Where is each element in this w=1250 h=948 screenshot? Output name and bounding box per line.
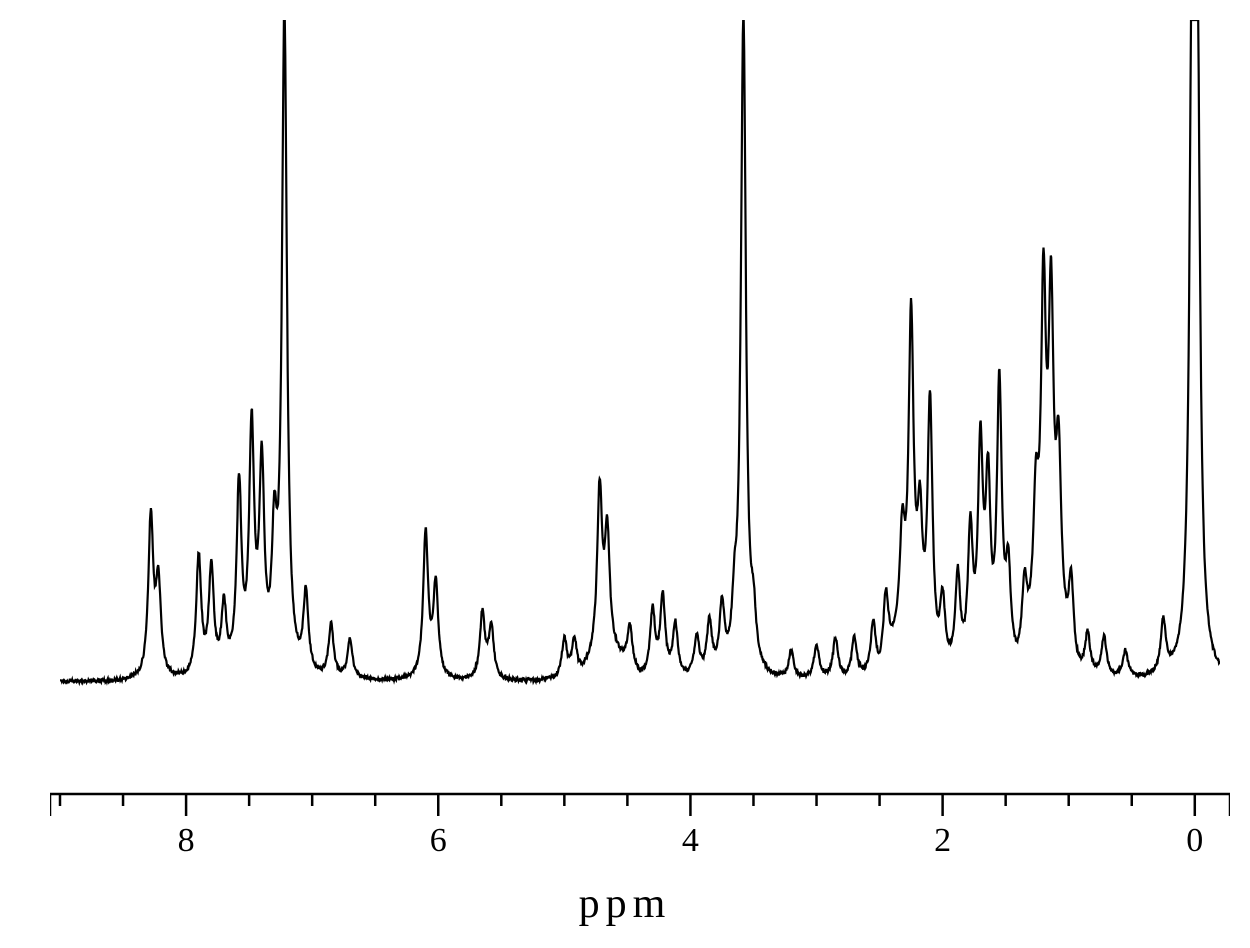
x-tick-label: 6 xyxy=(430,822,447,860)
x-axis: 86420 xyxy=(50,790,1230,850)
spectrum-trace xyxy=(60,20,1220,682)
x-axis-label: ppm xyxy=(579,880,672,928)
spectrum-container: 86420 ppm xyxy=(0,0,1250,948)
x-tick-label: 0 xyxy=(1186,822,1203,860)
x-tick-label: 4 xyxy=(682,822,699,860)
x-tick-label: 2 xyxy=(934,822,951,860)
spectrum-svg xyxy=(60,20,1220,740)
plot-area xyxy=(60,20,1220,740)
x-axis-svg xyxy=(50,790,1230,850)
x-tick-label: 8 xyxy=(178,822,195,860)
